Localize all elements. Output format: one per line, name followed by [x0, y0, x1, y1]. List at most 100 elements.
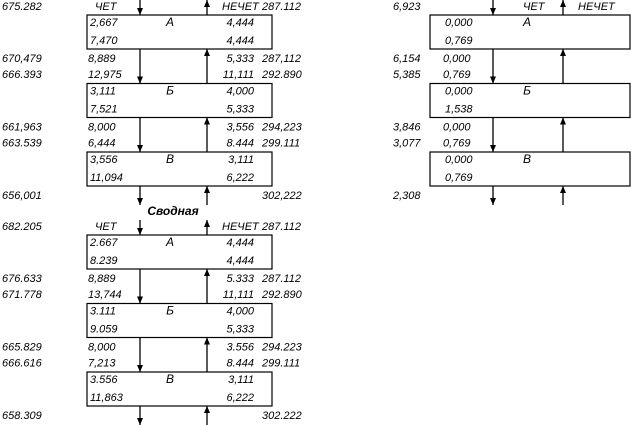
block-name: В: [166, 152, 174, 166]
block-even: 11,094: [90, 172, 123, 184]
block-even: 1,538: [445, 103, 473, 115]
block-even: 7,470: [90, 35, 118, 47]
link-odd: 8.444: [226, 357, 254, 369]
link-odd: 3.556: [226, 341, 254, 353]
arrow-head: [137, 296, 143, 304]
arrow-head: [137, 76, 143, 84]
header-left: 682.205: [2, 221, 43, 233]
arrow-head: [137, 198, 143, 205]
block-even: 0,000: [445, 17, 473, 29]
arrow-head: [560, 117, 566, 125]
bottom-right: 302,222: [262, 190, 302, 202]
arrow-head: [137, 8, 143, 15]
link-left: 671.778: [2, 289, 43, 301]
link-even: 8,000: [88, 341, 116, 353]
link-even: 8,000: [88, 121, 116, 133]
arrow-head: [490, 145, 496, 152]
arrow-head: [560, 49, 566, 56]
link-left: 661,963: [2, 121, 43, 133]
block-even: 0,000: [445, 154, 473, 166]
arrow-head: [137, 228, 143, 235]
block-even: 3.556: [90, 374, 118, 386]
arrow-head: [490, 76, 496, 84]
block-name: А: [165, 235, 174, 249]
block-name: А: [165, 15, 174, 29]
arrow-head: [560, 0, 566, 7]
arrow-head: [137, 418, 143, 425]
link-right: 299.111: [261, 137, 300, 149]
header-left: 675.282: [2, 1, 42, 13]
block-odd: 6,222: [226, 172, 254, 184]
link-even: 8,889: [88, 273, 116, 285]
block-even: 2,667: [89, 17, 118, 29]
link-even: 0,000: [443, 121, 471, 133]
link-even: 13,744: [88, 289, 122, 301]
block-even: 0,769: [445, 172, 473, 184]
block-even: 2.667: [89, 237, 118, 249]
link-right: 287,112: [261, 53, 301, 65]
block-even: 3,111: [90, 85, 116, 97]
bottom-left: 656,001: [2, 190, 42, 202]
block-odd: 3,111: [228, 374, 254, 386]
bottom-left: 2,308: [392, 190, 421, 202]
link-left: 5,385: [393, 69, 421, 81]
block-even: 11,863: [90, 392, 124, 404]
block-odd: 4,000: [226, 305, 254, 317]
arrow-head: [490, 8, 496, 15]
header-odd: НЕЧЕТ: [222, 1, 260, 13]
block-name: Б: [166, 84, 174, 98]
arrow-head: [204, 49, 210, 56]
link-even: 8,889: [88, 53, 116, 65]
link-left: 666.393: [2, 69, 43, 81]
block-even: 3.111: [90, 305, 116, 317]
block-name: В: [166, 372, 174, 386]
summary-title: Сводная: [147, 204, 198, 218]
block-even: 0,000: [445, 85, 473, 97]
block-even: 9.059: [90, 323, 118, 335]
arrow-head: [204, 406, 210, 413]
block-box: [429, 82, 631, 119]
link-odd: 11,111: [223, 69, 254, 81]
link-right: 294,223: [261, 121, 303, 133]
link-right: 292.890: [261, 69, 303, 81]
link-right: 287.112: [261, 273, 301, 285]
block-name: Б: [166, 304, 174, 318]
bottom-left: 658.309: [2, 410, 42, 422]
arrow-head: [204, 337, 210, 345]
block-odd: 4,444: [226, 237, 254, 249]
header-odd: НЕЧЕТ: [222, 221, 260, 233]
block-box: [86, 302, 273, 339]
block-odd: 3,111: [228, 154, 254, 166]
block-box: [86, 234, 273, 270]
link-odd: 11,111: [223, 289, 254, 301]
header-even: ЧЕТ: [95, 1, 118, 13]
arrow-head: [560, 186, 566, 193]
block-name: В: [523, 152, 531, 166]
link-left: 676.633: [2, 273, 43, 285]
block-box: [86, 14, 273, 50]
link-even: 12,975: [88, 69, 123, 81]
bottom-right: 302.222: [262, 410, 302, 422]
link-left: 663.539: [2, 137, 42, 149]
link-even: 0,769: [443, 69, 471, 81]
block-box: [86, 151, 273, 187]
link-left: 3,077: [393, 137, 421, 149]
block-even: 0,769: [445, 35, 473, 47]
link-left: 666.616: [2, 357, 43, 369]
arrow-head: [204, 186, 210, 193]
link-right: 292.890: [261, 289, 303, 301]
link-right: 299.111: [261, 357, 300, 369]
block-even: 7,521: [90, 103, 118, 115]
link-odd: 5,333: [226, 53, 254, 65]
link-odd: 8.444: [226, 137, 254, 149]
arrow-head: [204, 117, 210, 125]
block-odd: 4,444: [226, 17, 254, 29]
link-left: 3,846: [393, 121, 421, 133]
block-even: 3,556: [90, 154, 118, 166]
link-left: 670,479: [2, 53, 42, 65]
header-right: 287.112: [261, 1, 301, 13]
header-right: 287.112: [261, 221, 301, 233]
link-right: 294.223: [261, 341, 303, 353]
block-box: [86, 371, 273, 407]
